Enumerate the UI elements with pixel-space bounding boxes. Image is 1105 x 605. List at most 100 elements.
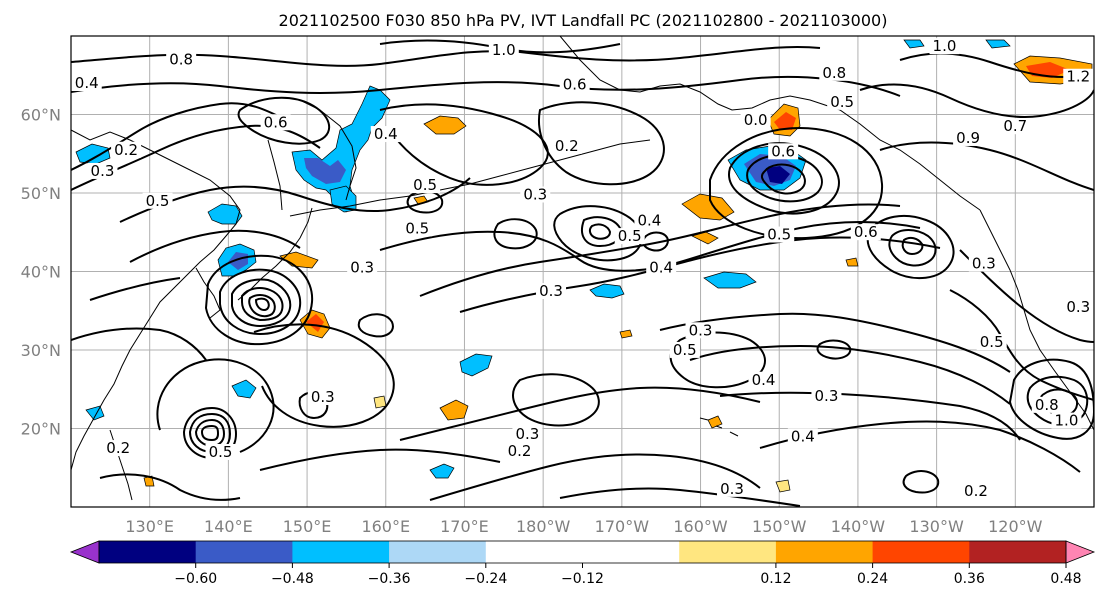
contour-label-bg — [646, 259, 677, 276]
contour-east-loop — [866, 214, 955, 280]
contour-label-bg — [1000, 118, 1031, 135]
lon-tick-label: 160°E — [361, 517, 410, 536]
contour-typhoon-4 — [200, 424, 220, 442]
contour-label-bg — [811, 388, 842, 405]
orange-patch-small-4 — [619, 329, 633, 339]
contour-label: 0.5 — [980, 333, 1004, 351]
contour-bering-04 — [379, 103, 549, 186]
colorbar — [69, 540, 1096, 564]
lat-tick-label: 30°N — [21, 341, 61, 360]
contour-east-10 — [899, 52, 1081, 79]
colorbar-tick-label: −0.36 — [368, 571, 411, 587]
contour-label: 0.2 — [114, 141, 138, 159]
map-area: 0.80.41.00.61.00.80.50.20.30.50.60.40.50… — [71, 36, 1094, 507]
lon-tick-label: 180°W — [516, 517, 571, 536]
contour-label-bg — [1063, 298, 1094, 315]
lat-tick-label: 50°N — [21, 184, 61, 203]
contour-label-bg — [1063, 68, 1094, 85]
contour-label: 0.0 — [744, 111, 768, 129]
contour-label: 0.6 — [854, 223, 878, 241]
contour-label: 0.4 — [637, 211, 661, 229]
latitude-labels: 20°N 30°N 40°N 50°N 60°N — [21, 106, 61, 439]
contour-label-bg — [740, 111, 771, 128]
contour-label-bg — [103, 440, 134, 457]
pale-patch-2 — [775, 479, 791, 493]
contour-mid-05 — [379, 221, 921, 272]
contour-label: 0.3 — [689, 321, 713, 339]
colorbar-segment — [969, 541, 1067, 563]
colorbar-tick-label: 0.36 — [954, 571, 985, 587]
lon-tick-label: 150°W — [752, 517, 807, 536]
contour-label-bg — [748, 371, 779, 388]
contour-label-bg — [559, 76, 590, 93]
contour-labels: 0.80.41.00.61.00.80.50.20.30.50.60.40.50… — [71, 37, 1094, 500]
coastline-alaska — [559, 36, 981, 211]
contour-okhotsk-05 — [119, 177, 471, 223]
figure-title: 2021102500 F030 850 hPa PV, IVT Landfall… — [279, 11, 888, 30]
contour-label: 0.7 — [1003, 117, 1027, 135]
contour-label: 0.4 — [791, 427, 815, 445]
contour-label: 0.8 — [169, 50, 193, 68]
contour-low-japan-6 — [204, 254, 314, 346]
contour-bering-02 — [538, 101, 665, 186]
contour-label: 0.3 — [972, 255, 996, 273]
blue-patch-northeast-2 — [985, 39, 1011, 49]
contour-subtropic-04 — [689, 344, 1011, 405]
contour-label: 0.3 — [1066, 298, 1090, 316]
orange-patch-bering — [423, 115, 467, 135]
contour-typhoon-2 — [188, 412, 232, 454]
colorbar-tick-label: −0.12 — [561, 571, 604, 587]
longitude-labels: 130°E 140°E 150°E 160°E 170°E 180°W 170°W 160°W… — [125, 517, 1042, 536]
contour-label-bg — [520, 186, 551, 203]
contour-label: 1.0 — [492, 41, 516, 59]
contour-label: 0.5 — [830, 93, 854, 111]
contour-label-bg — [260, 114, 291, 131]
contour-west-coast-03 — [959, 249, 1094, 343]
contour-label-bg — [953, 129, 984, 146]
contour-label: 0.6 — [771, 142, 795, 160]
colorbar-tick-label: 0.48 — [1050, 571, 1081, 587]
contour-okhotsk-06 — [237, 96, 331, 145]
contour-loop-180w-core — [588, 223, 612, 240]
lon-tick-label: 130°W — [909, 517, 964, 536]
colorbar-tick-label: −0.48 — [271, 571, 314, 587]
contour-label: 0.3 — [539, 282, 563, 300]
contour-label-bg — [850, 224, 881, 241]
contour-label: 0.5 — [209, 443, 233, 461]
contour-label: 0.2 — [508, 442, 532, 460]
colorbar-tick-label: 0.12 — [760, 571, 791, 587]
contour-label-bg — [142, 192, 173, 209]
coastline-hawaii — [699, 417, 739, 437]
contour-label-bg — [764, 226, 795, 243]
red-patch-japan — [306, 314, 324, 332]
contour-japan-sea-03 — [89, 277, 181, 301]
contour-low-japan-2 — [231, 278, 292, 328]
colorbar-segment — [99, 541, 197, 563]
contour-label: 0.4 — [75, 74, 99, 92]
contour-label-bg — [1051, 412, 1082, 429]
contour-typhoon-1 — [182, 406, 238, 460]
contour-mid-03 — [419, 203, 901, 297]
contour-label: 1.0 — [933, 37, 957, 55]
contour-japan-sea-04 — [129, 229, 301, 263]
lon-tick-label: 150°E — [283, 517, 332, 536]
contour-north-06 — [71, 75, 901, 97]
contour-low-japan-3 — [241, 287, 284, 322]
contour-label-bg — [787, 428, 818, 445]
contour-label-bg — [504, 443, 535, 460]
blue-patch-china — [85, 405, 105, 421]
contour-label: 0.9 — [956, 129, 980, 147]
colorbar-tick-label: −0.60 — [174, 571, 217, 587]
contour-label: 0.5 — [767, 226, 791, 244]
contour-trough-03 — [399, 386, 761, 441]
lon-tick-label: 140°W — [831, 517, 886, 536]
contour-low-japan-5 — [254, 297, 270, 312]
contour-low-japan-4 — [248, 294, 276, 318]
contour-label: 0.3 — [720, 480, 744, 498]
contour-label: 0.2 — [555, 137, 579, 155]
contour-label-bg — [551, 137, 582, 154]
contour-label-bg — [929, 38, 960, 55]
contour-gulf-alaska-05 — [709, 126, 884, 240]
contour-label: 0.2 — [106, 439, 130, 457]
colorbar-ticks: −0.60 −0.48 −0.36 −0.24 −0.12 0.12 0.24 0.36 0.4… — [174, 563, 1082, 587]
